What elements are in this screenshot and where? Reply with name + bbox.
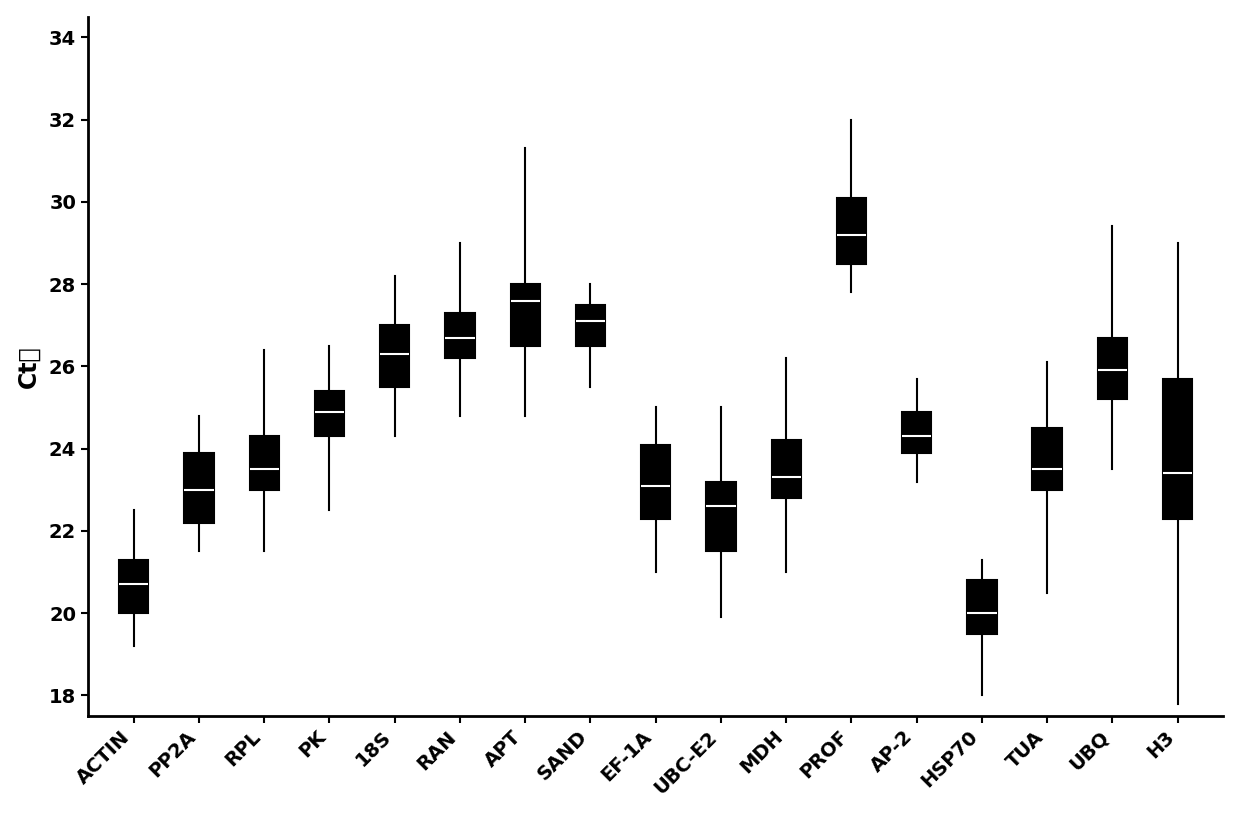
PathPatch shape [901, 412, 931, 453]
PathPatch shape [249, 436, 279, 490]
PathPatch shape [379, 326, 409, 387]
PathPatch shape [445, 313, 475, 358]
PathPatch shape [1033, 428, 1061, 490]
PathPatch shape [575, 304, 605, 346]
PathPatch shape [315, 391, 345, 436]
PathPatch shape [771, 440, 801, 498]
PathPatch shape [185, 453, 213, 523]
PathPatch shape [1097, 338, 1127, 399]
PathPatch shape [1163, 379, 1193, 519]
PathPatch shape [119, 560, 149, 613]
PathPatch shape [967, 580, 997, 634]
PathPatch shape [511, 284, 539, 346]
PathPatch shape [837, 198, 866, 264]
Y-axis label: Ct値: Ct値 [16, 345, 41, 387]
PathPatch shape [641, 444, 671, 519]
PathPatch shape [707, 482, 735, 551]
